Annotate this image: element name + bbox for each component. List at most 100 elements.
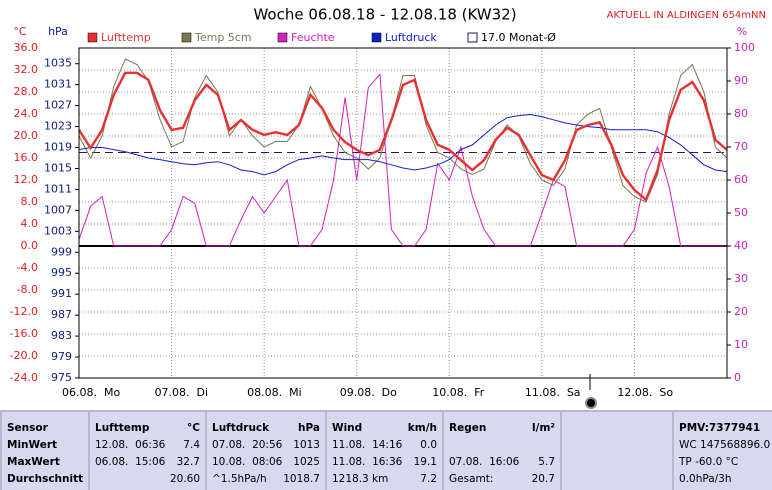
y-tick-label: 28.0	[14, 85, 39, 98]
table-cell: 07.08. 20:56	[212, 439, 283, 451]
legend-label: Feuchte	[291, 31, 335, 44]
y3-tick-label: 10	[734, 338, 748, 351]
y-tick-label: 4.0	[21, 217, 39, 230]
y3-tick-label: 40	[734, 239, 748, 252]
table-cell: 11.08. 16:36	[332, 456, 403, 468]
x-tick-label: 12.08. So	[617, 386, 673, 399]
table-cell: 1218.3 km	[332, 473, 388, 485]
table-cell: ^1.5hPa/h	[212, 473, 267, 485]
legend-swatch	[467, 32, 478, 43]
table-cell: Sensor	[7, 422, 49, 434]
y-axis-unit: °C	[13, 25, 27, 38]
table-cell: Regen	[449, 422, 486, 434]
table-cell: 0.0hPa/3h	[679, 473, 732, 485]
y2-tick-label: 991	[51, 287, 72, 300]
y3-tick-label: 20	[734, 305, 748, 318]
grid: 36.0 32.0 28.0 24.0 20.0 16.0 12.0 8.0 4.0 0.0 -4.…	[10, 41, 755, 399]
y2-tick-label: 1011	[44, 182, 72, 195]
y2-tick-label: 1031	[44, 78, 72, 91]
legend-swatch	[371, 32, 382, 43]
table-cell: WC 147568896.0	[679, 439, 770, 451]
table-cell: 07.08. 16:06	[449, 456, 520, 468]
table-cell: 1013	[293, 439, 320, 451]
y-tick-label: -16.0	[10, 327, 38, 340]
y-tick-label: 24.0	[14, 107, 39, 120]
table-cell: 10.08. 08:06	[212, 456, 283, 468]
table-cell: 19.1	[414, 456, 437, 468]
plot-frame	[78, 47, 728, 379]
x-tick-label: 10.08. Fr	[432, 386, 485, 399]
table-cell: l/m²	[532, 422, 555, 434]
legend-label: 17.0 Monat-Ø	[481, 31, 556, 44]
plot-area	[79, 58, 727, 247]
y-tick-label: 32.0	[14, 63, 39, 76]
now-marker	[585, 397, 597, 409]
x-tick-label: 06.08. Mo	[62, 386, 120, 399]
y-tick-label: 16.0	[14, 151, 39, 164]
legend-label: Luftdruck	[385, 31, 437, 44]
y2-tick-label: 979	[51, 350, 72, 363]
y-tick-label: -8.0	[17, 283, 38, 296]
y2-tick-label: 999	[51, 245, 72, 258]
table-cell: 20.7	[532, 473, 555, 485]
table-cell: Luftdruck	[212, 422, 270, 434]
y3-tick-label: 60	[734, 173, 748, 186]
table-cell: PMV:7377941	[679, 422, 760, 434]
legend-swatch	[87, 32, 98, 43]
legend-swatch	[181, 32, 192, 43]
y2-tick-label: 1007	[44, 203, 72, 216]
y3-tick-label: 50	[734, 206, 748, 219]
y-tick-label: 20.0	[14, 129, 39, 142]
y2-axis-unit: hPa	[48, 25, 68, 38]
table-cell: 7.4	[183, 439, 200, 451]
table-cell: 20.60	[170, 473, 200, 485]
y-tick-label: 36.0	[14, 41, 39, 54]
y3-tick-label: 0	[734, 371, 741, 384]
y2-tick-label: 987	[51, 308, 72, 321]
series-line	[79, 58, 727, 203]
y2-tick-label: 1023	[44, 120, 72, 133]
series-line	[79, 113, 727, 176]
table-panel	[562, 412, 672, 490]
table-cell: km/h	[408, 422, 437, 434]
table-cell: hPa	[298, 422, 320, 434]
y2-tick-label: 1027	[44, 99, 72, 112]
legend-swatch	[277, 32, 288, 43]
x-tick-label: 08.08. Mi	[247, 386, 302, 399]
background	[0, 0, 772, 410]
table-cell: 1018.7	[283, 473, 320, 485]
table-cell: 06.08. 15:06	[95, 456, 166, 468]
table-cell: °C	[187, 422, 200, 434]
table-cell: 12.08. 06:36	[95, 439, 166, 451]
y-tick-label: 8.0	[21, 195, 39, 208]
table-cell: 0.0	[420, 439, 437, 451]
y2-tick-label: 983	[51, 329, 72, 342]
table-cell: Durchschnitt	[7, 473, 83, 485]
table-cell: TP -60.0 °C	[678, 456, 738, 468]
series-line	[79, 71, 727, 202]
table-cell: Gesamt:	[449, 473, 493, 485]
table-panel	[207, 412, 325, 490]
y2-tick-label: 995	[51, 266, 72, 279]
y-tick-label: -20.0	[10, 349, 38, 362]
y3-axis-unit: %	[737, 25, 747, 38]
y-tick-label: -24.0	[10, 371, 38, 384]
y3-tick-label: 80	[734, 107, 748, 120]
table-panel	[444, 412, 560, 490]
y3-tick-label: 70	[734, 140, 748, 153]
stats-table: Sensor MinWert MaxWert Durchschnitt Lufttemp…	[2, 412, 772, 490]
table-panel	[90, 412, 205, 490]
table-cell: MaxWert	[7, 456, 60, 468]
y3-tick-label: 90	[734, 74, 748, 87]
y2-tick-label: 975	[51, 371, 72, 384]
y2-tick-label: 1003	[44, 224, 72, 237]
y-tick-label: 12.0	[14, 173, 39, 186]
y3-tick-label: 30	[734, 272, 748, 285]
table-cell: 32.7	[177, 456, 200, 468]
y2-tick-label: 1035	[44, 57, 72, 70]
y-tick-label: -12.0	[10, 305, 38, 318]
table-panel	[674, 412, 772, 490]
table-cell: 1025	[293, 456, 320, 468]
x-tick-label: 09.08. Do	[340, 386, 397, 399]
